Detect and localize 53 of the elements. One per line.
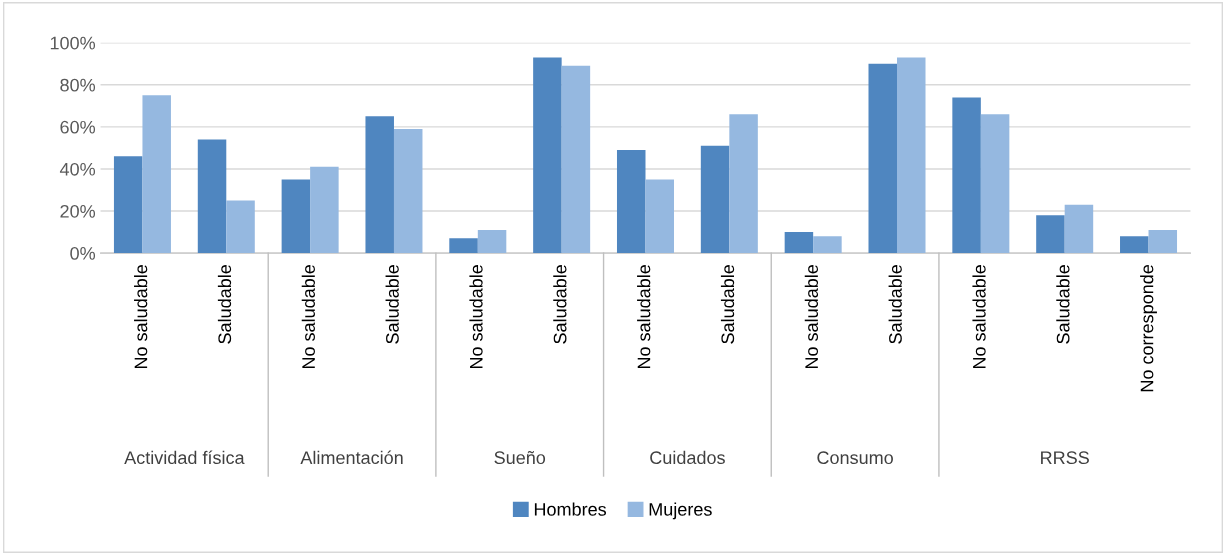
bar	[980, 114, 1010, 254]
legend-label: Hombres	[534, 502, 607, 516]
text: Alimentación	[300, 450, 403, 465]
bar	[533, 57, 562, 254]
bar	[281, 179, 311, 254]
bar	[1148, 229, 1178, 254]
text: Cuidados	[650, 450, 725, 465]
bar	[365, 116, 394, 254]
bar	[784, 232, 814, 254]
bar	[616, 150, 646, 254]
y-tick-label: 100%	[50, 36, 96, 50]
bar	[113, 156, 143, 254]
bar	[1120, 236, 1149, 254]
x-tick-label: No saludable	[134, 264, 148, 369]
text: Actividad física	[124, 450, 245, 465]
bar	[700, 145, 730, 254]
x-tick-label: No saludable	[469, 264, 483, 369]
legend-label: Mujeres	[649, 502, 712, 520]
x-tick-label: No saludable	[972, 264, 986, 369]
y-tick-label: 80%	[60, 78, 96, 92]
x-tick-label: Saludable	[1056, 264, 1070, 344]
x-tick-label: No saludable	[804, 264, 819, 369]
bar	[1064, 204, 1094, 254]
x-tick-label: Saludable	[385, 264, 399, 344]
text: Sueño	[494, 450, 546, 465]
bar	[1036, 215, 1065, 254]
bar	[393, 128, 423, 254]
bar	[897, 57, 926, 254]
bar	[142, 95, 171, 254]
x-tick-label: Saludable	[720, 264, 735, 344]
bar	[868, 63, 898, 254]
bar	[449, 238, 478, 254]
y-tick-label: 0%	[70, 247, 96, 260]
bar	[226, 200, 255, 254]
y-tick-label: 60%	[60, 120, 96, 134]
x-tick-label: No saludable	[301, 264, 315, 369]
x-tick-label: Saludable	[888, 264, 902, 344]
x-tick-label: Saludable	[553, 264, 567, 344]
text: RRSS	[1041, 451, 1089, 465]
bar	[952, 97, 981, 254]
bar	[645, 179, 674, 254]
bar	[729, 114, 758, 254]
x-tick-label: No saludable	[637, 264, 651, 369]
text: Consumo	[817, 451, 893, 465]
y-tick-label: 20%	[60, 204, 96, 218]
bar	[310, 166, 339, 254]
x-tick-label: No corresponde	[1140, 264, 1157, 392]
bar	[477, 229, 507, 254]
bar	[561, 65, 591, 254]
x-tick-label: Saludable	[217, 264, 232, 344]
bar	[197, 139, 227, 254]
y-tick-label: 40%	[59, 162, 96, 176]
bar	[813, 236, 842, 254]
